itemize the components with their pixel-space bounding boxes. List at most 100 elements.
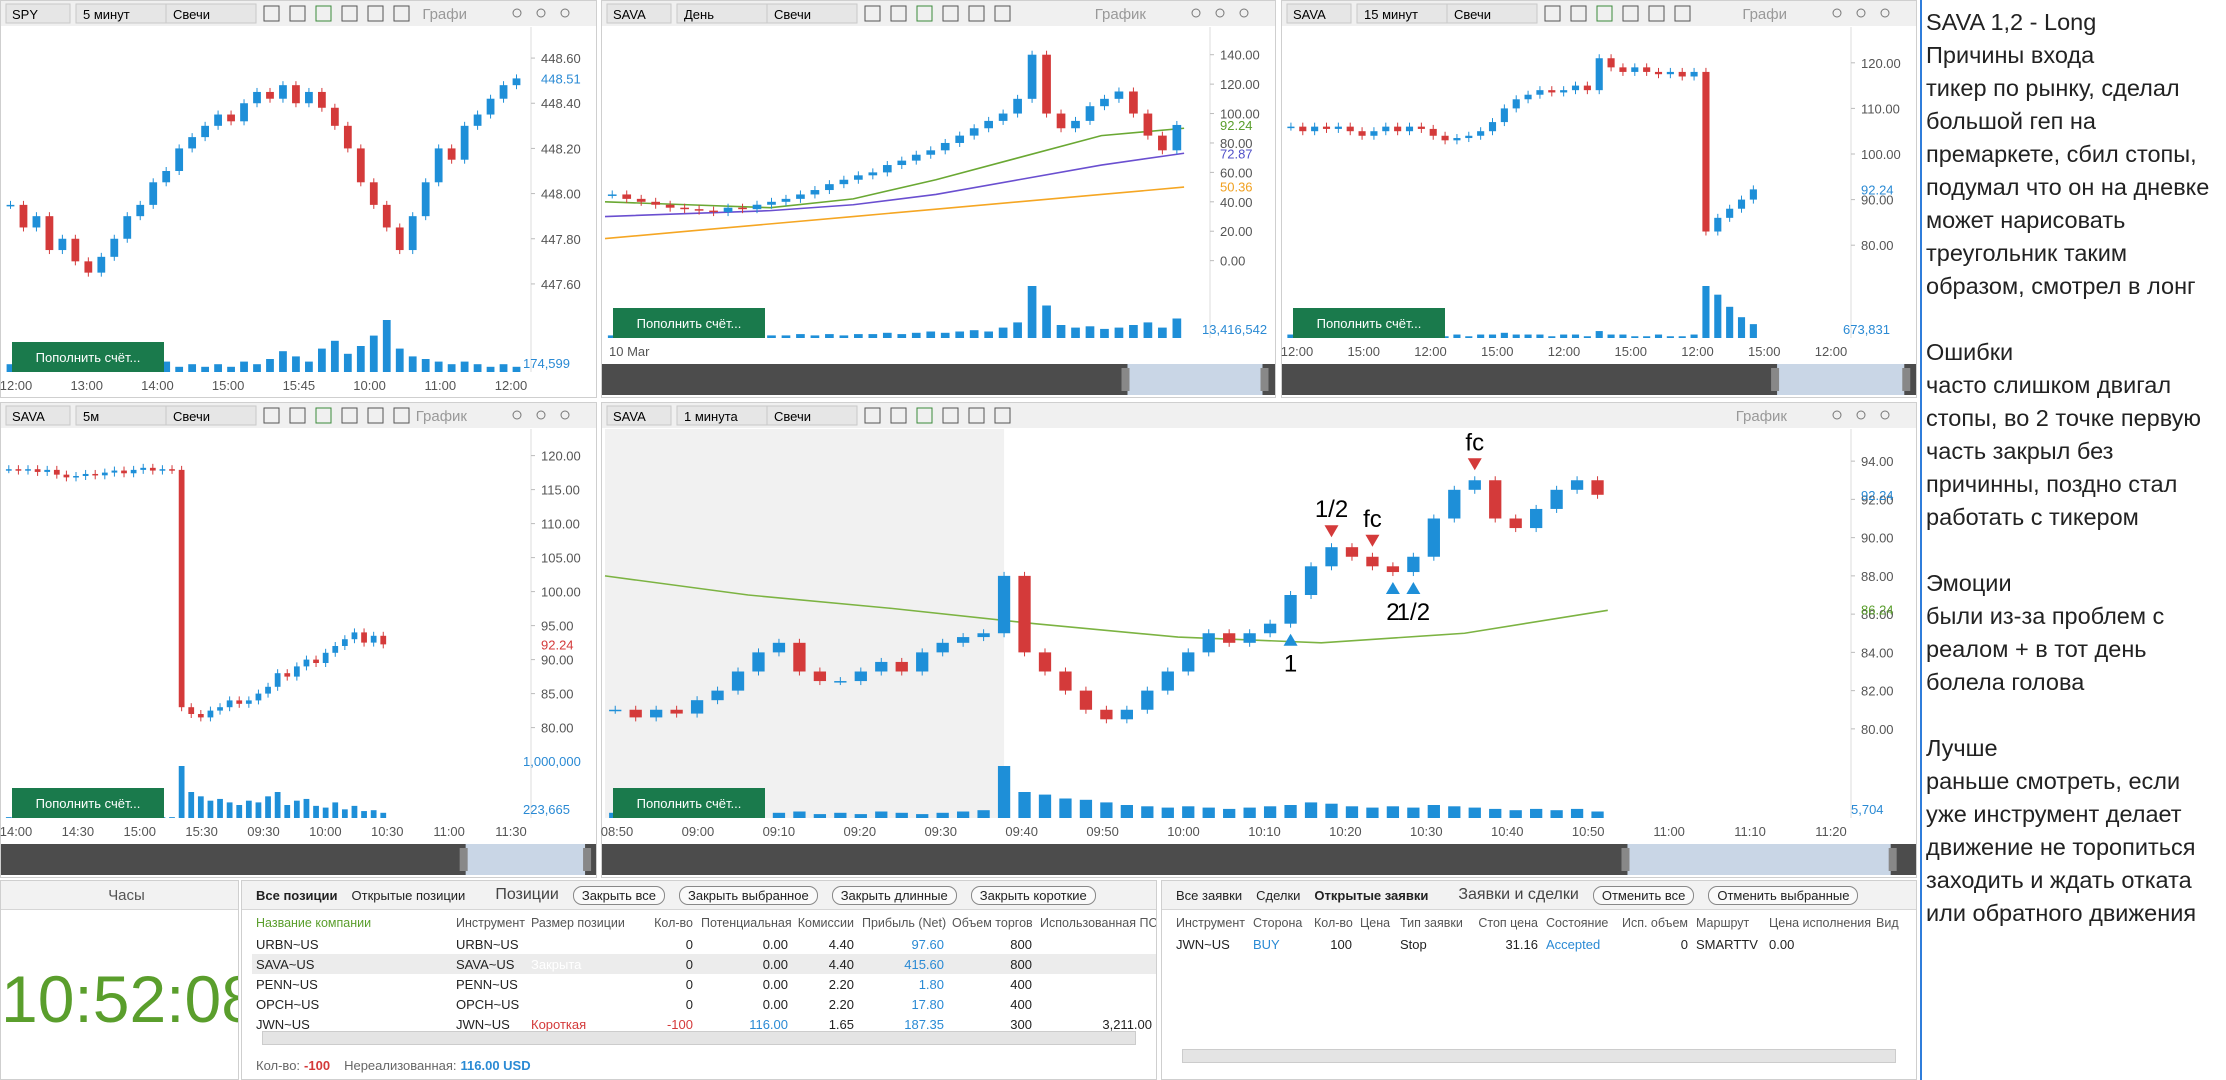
cell: Закрыта bbox=[531, 956, 582, 972]
candle bbox=[813, 671, 827, 682]
row[interactable]: OPCH~US OPCH~US 0 0.00 2.20 17.80 400 bbox=[252, 994, 1156, 1014]
window-icon bbox=[1239, 8, 1249, 18]
tool-icon bbox=[315, 407, 332, 424]
volume-bar bbox=[895, 812, 908, 818]
dropdown bbox=[1446, 3, 1538, 24]
tab[interactable]: Все заявки bbox=[1176, 887, 1243, 903]
candle bbox=[1042, 54, 1051, 114]
candle bbox=[1619, 67, 1627, 72]
cell bbox=[1356, 934, 1396, 954]
volume-bar bbox=[265, 796, 271, 818]
note-line: Лучше bbox=[1926, 735, 1998, 761]
candle bbox=[1427, 518, 1440, 557]
volume-bar bbox=[343, 353, 352, 372]
row[interactable]: JWN~US BUY 100 Stop 31.16 Accepted 0 SMARTTV 0.0… bbox=[1172, 934, 1912, 954]
tool-icon bbox=[1648, 5, 1665, 22]
candle bbox=[1570, 480, 1584, 490]
volume-bar bbox=[969, 330, 979, 338]
volume-bar bbox=[1325, 803, 1338, 818]
candle bbox=[351, 632, 358, 640]
volume-bar bbox=[997, 766, 1011, 818]
row[interactable]: SAVA~US SAVA~US Закрыта 0 0.00 4.40 415.60 800 bbox=[252, 954, 1156, 974]
chart-title: График bbox=[416, 408, 468, 425]
candle bbox=[169, 469, 175, 471]
volume-bar bbox=[1141, 806, 1154, 818]
moving-average bbox=[604, 186, 1185, 240]
candle bbox=[421, 182, 430, 217]
tab[interactable]: Открытые позиции bbox=[351, 887, 466, 903]
candle bbox=[1468, 480, 1481, 490]
candle bbox=[123, 216, 132, 239]
x-tick-label: 10:50 bbox=[1572, 824, 1605, 839]
candle bbox=[73, 476, 79, 478]
candle bbox=[313, 659, 319, 663]
window-icon bbox=[1856, 410, 1866, 420]
volume-bar bbox=[240, 361, 248, 372]
row[interactable]: URBN~US URBN~US 0 0.00 4.40 97.60 800 bbox=[252, 934, 1156, 954]
button[interactable]: Закрыть все bbox=[572, 885, 666, 905]
footer-label: Кол-во: bbox=[256, 1058, 301, 1073]
x-tick-label: 11:20 bbox=[1815, 824, 1847, 839]
candle bbox=[1304, 566, 1318, 595]
volume-bar bbox=[1366, 807, 1379, 818]
volume-bar bbox=[1560, 334, 1568, 338]
chart-panel bbox=[0, 0, 597, 398]
volume-bar bbox=[227, 366, 235, 372]
button[interactable]: Закрыть короткие bbox=[970, 885, 1096, 905]
x-tick-label: 12:00 bbox=[0, 378, 32, 393]
candle bbox=[868, 172, 878, 176]
dropdown bbox=[5, 405, 71, 426]
button[interactable]: Отменить выбранные bbox=[1708, 885, 1859, 905]
volume-bar bbox=[1427, 805, 1440, 818]
x-tick-label: 09:30 bbox=[924, 824, 957, 839]
y-tick-label: 40.00 bbox=[1220, 195, 1253, 210]
candle bbox=[1114, 91, 1124, 99]
tool-icon bbox=[968, 407, 985, 424]
dropdown bbox=[766, 405, 858, 426]
tab[interactable]: Сделки bbox=[1256, 887, 1301, 903]
x-tick-label: 10:30 bbox=[371, 824, 404, 839]
candle bbox=[969, 128, 979, 136]
tab[interactable]: Все позиции bbox=[256, 887, 338, 903]
volume-bar bbox=[201, 366, 210, 372]
candle bbox=[322, 652, 329, 663]
column-header: Цена исполнения bbox=[1769, 916, 1872, 930]
candle bbox=[370, 635, 377, 643]
volume-bar bbox=[473, 364, 482, 372]
volume-bar bbox=[369, 335, 378, 372]
cell bbox=[527, 994, 627, 1014]
row[interactable]: JWN~US JWN~US Короткая -100 116.00 1.65 187.35… bbox=[252, 1014, 1156, 1034]
tab[interactable]: Открытые заявки bbox=[1314, 887, 1429, 903]
tool-icon bbox=[393, 5, 410, 22]
volume-bar bbox=[1056, 325, 1066, 338]
button[interactable]: Отменить все bbox=[1592, 885, 1695, 905]
tool-icon bbox=[994, 407, 1011, 424]
navigator-handle bbox=[1621, 848, 1630, 871]
candle bbox=[293, 666, 300, 677]
candle bbox=[32, 216, 41, 228]
volume-bar bbox=[1129, 325, 1138, 338]
button[interactable]: Закрыть длинные bbox=[831, 885, 957, 905]
button[interactable]: Закрыть выбранное bbox=[679, 885, 818, 905]
candle bbox=[897, 160, 907, 166]
x-tick-label: 10:10 bbox=[1248, 824, 1281, 839]
deposit-button bbox=[613, 788, 765, 818]
candle bbox=[1120, 709, 1133, 720]
volume-bar bbox=[882, 332, 892, 338]
candle bbox=[690, 700, 704, 714]
row[interactable]: PENN~US PENN~US 0 0.00 2.20 1.80 400 bbox=[252, 974, 1156, 994]
candle bbox=[19, 204, 28, 228]
candle bbox=[1595, 58, 1603, 91]
y-tick-label: 448.60 bbox=[541, 51, 581, 66]
candle bbox=[1448, 489, 1461, 519]
interval: 15 минут bbox=[1364, 7, 1418, 22]
x-tick-label: 15:00 bbox=[123, 824, 156, 839]
x-tick-label: 14:30 bbox=[62, 824, 95, 839]
candle bbox=[1702, 71, 1710, 232]
volume-bar bbox=[1591, 811, 1604, 818]
candle bbox=[1607, 58, 1615, 68]
volume-bar bbox=[977, 810, 990, 818]
candle bbox=[636, 198, 646, 202]
volume-bar bbox=[322, 807, 329, 818]
candle bbox=[1182, 652, 1195, 672]
